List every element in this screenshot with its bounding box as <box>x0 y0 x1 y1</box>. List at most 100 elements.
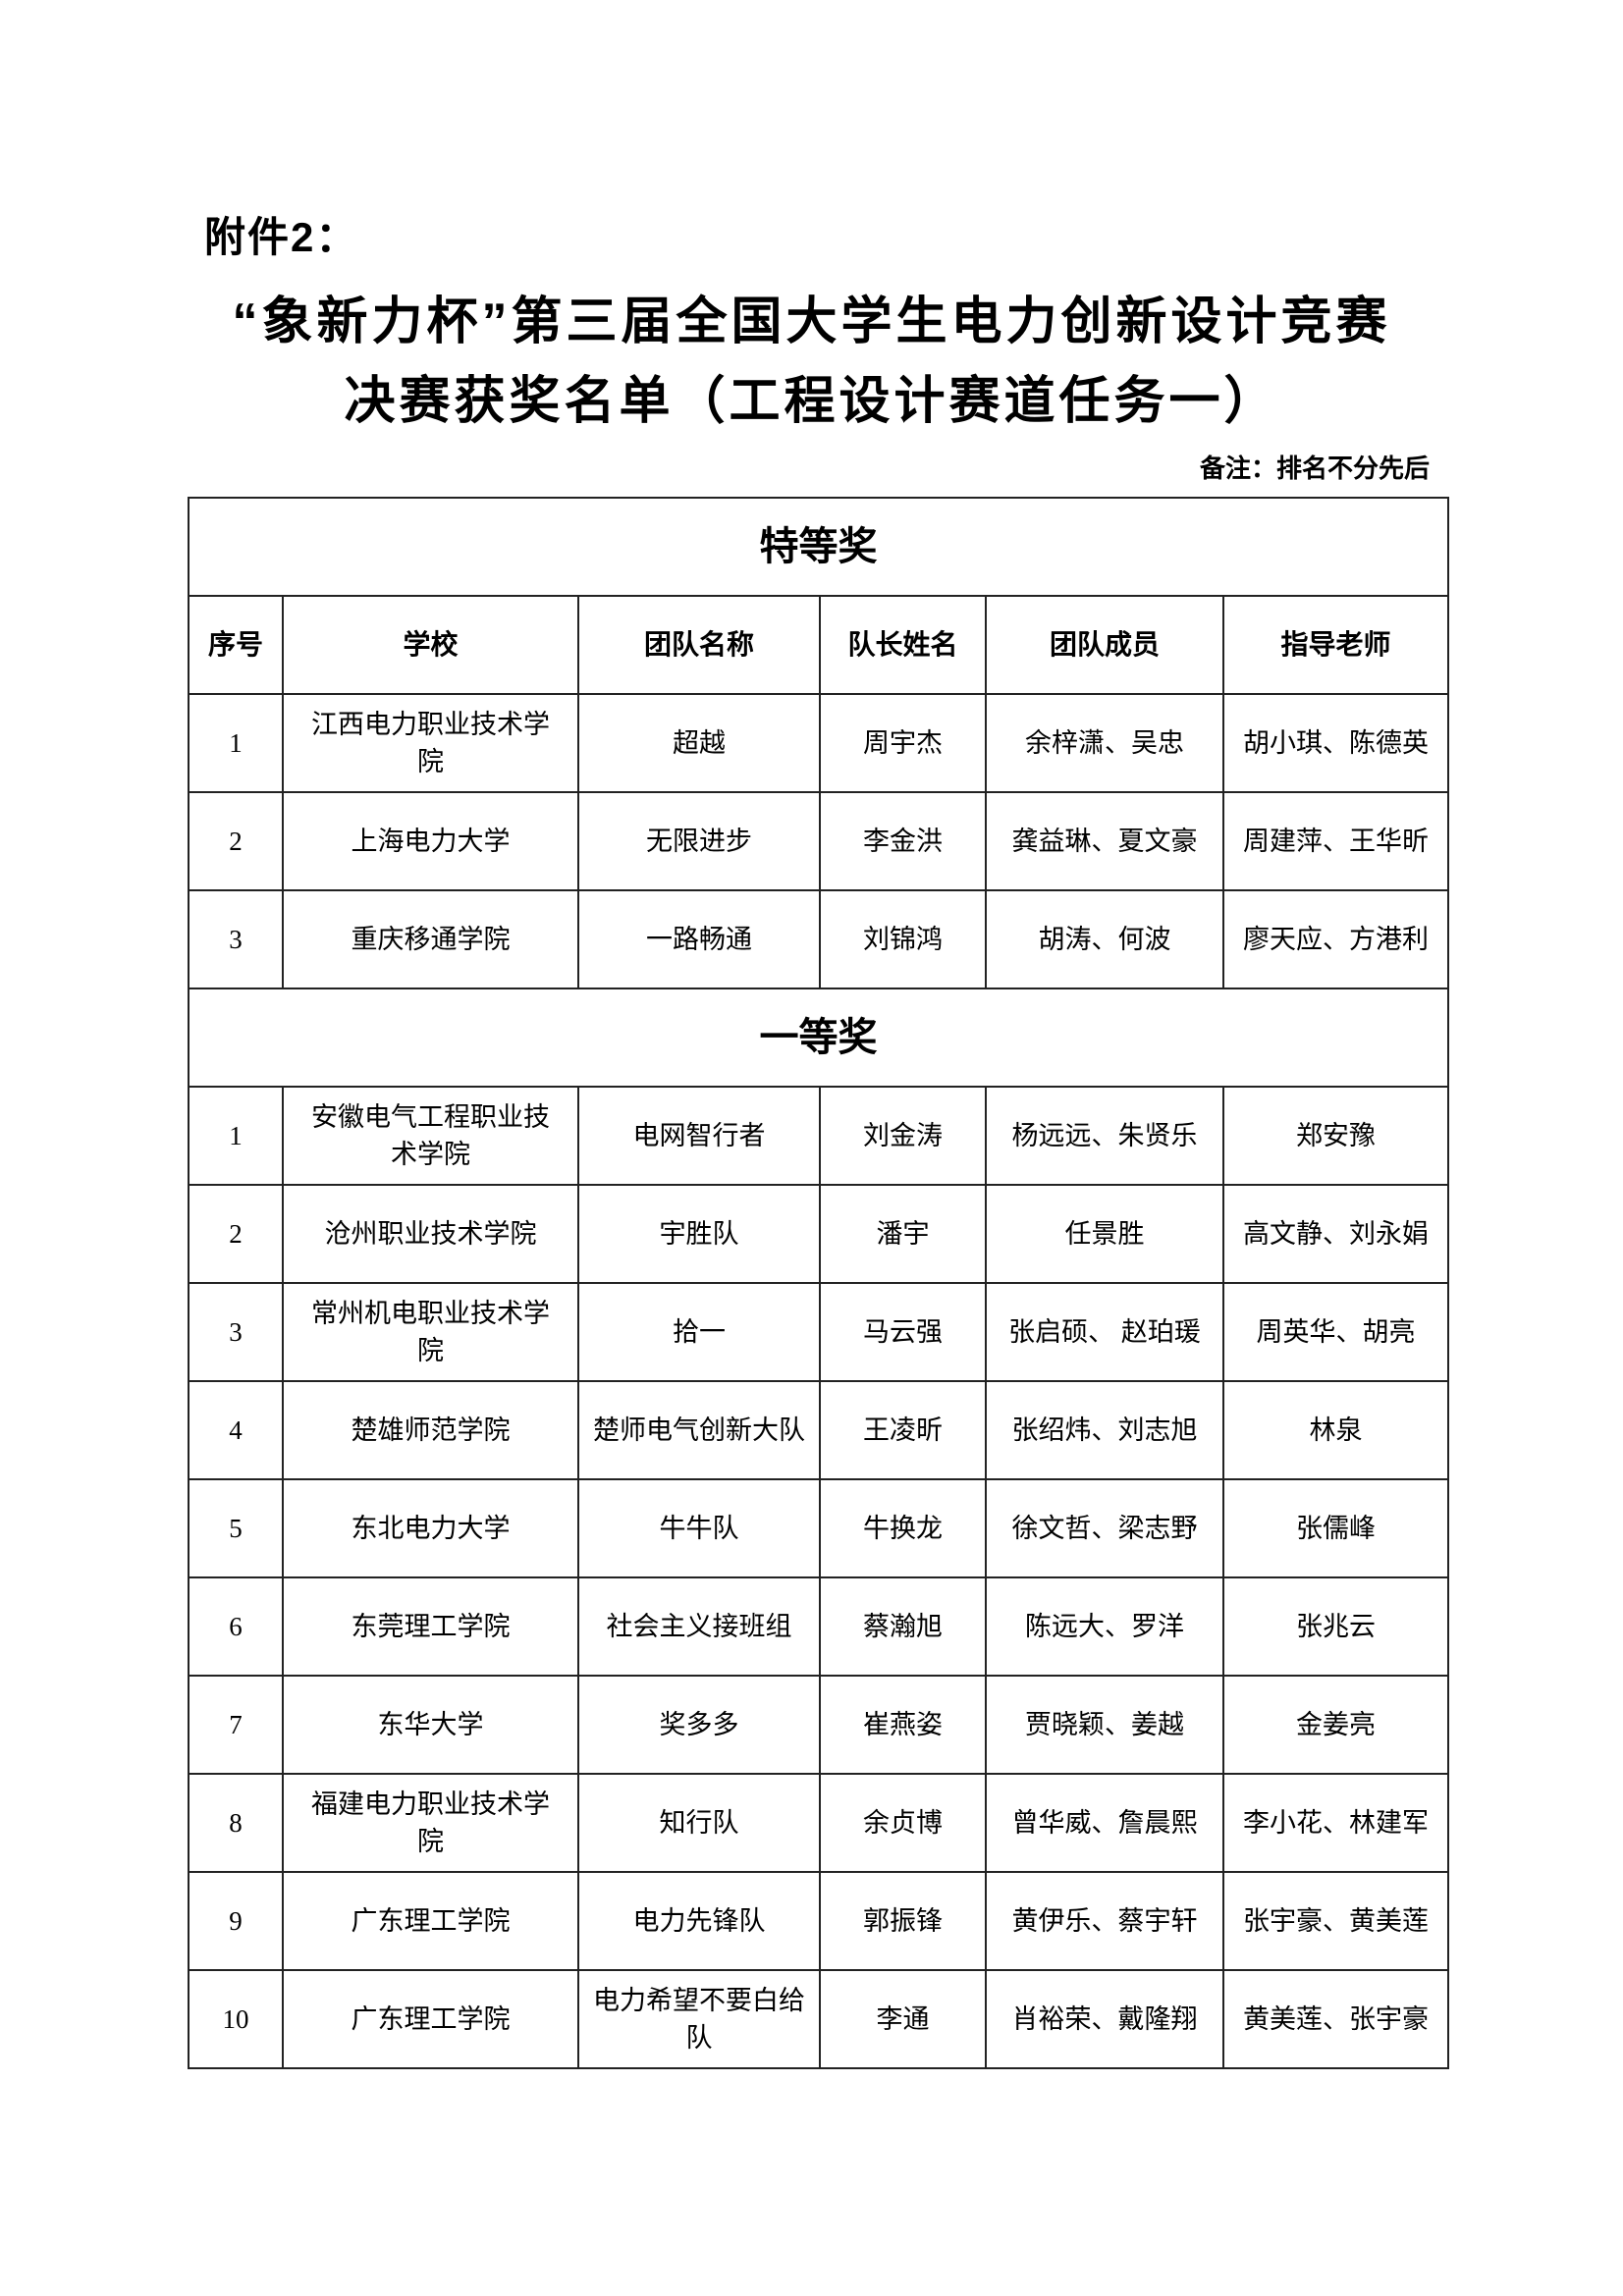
table-row: 10 广东理工学院 电力希望不要白给队 李通 肖裕荣、戴隆翔 黄美莲、张宇豪 <box>188 1969 1449 2069</box>
cell-team-members: 肖裕荣、戴隆翔 <box>985 1969 1224 2069</box>
cell-captain-name: 蔡瀚旭 <box>819 1576 987 1677</box>
cell-team-name: 无限进步 <box>577 791 821 891</box>
ranking-note: 备注：排名不分先后 <box>1199 454 1430 483</box>
table-row: 9 广东理工学院 电力先锋队 郭振锋 黄伊乐、蔡宇轩 张宇豪、黄美莲 <box>188 1871 1449 1971</box>
cell-team-members: 张启硕、 赵珀瑗 <box>985 1282 1224 1382</box>
document-title-line1: “象新力杯”第三届全国大学生电力创新设计竞赛 <box>232 294 1391 350</box>
cell-advisor: 金姜亮 <box>1222 1675 1449 1775</box>
cell-captain-name: 刘金涛 <box>819 1086 987 1186</box>
column-header-team-members: 团队成员 <box>985 595 1224 695</box>
document-title-line2: 决赛获奖名单（工程设计赛道任务一） <box>344 373 1279 430</box>
cell-school: 上海电力大学 <box>282 791 579 891</box>
cell-team-members: 张绍炜、刘志旭 <box>985 1380 1224 1480</box>
cell-advisor: 高文静、刘永娟 <box>1222 1184 1449 1284</box>
section-header-row: 特等奖 <box>188 497 1449 597</box>
cell-row-number: 3 <box>188 889 284 989</box>
cell-row-number: 10 <box>188 1969 284 2069</box>
cell-team-name: 拾一 <box>577 1282 821 1382</box>
cell-school: 东北电力大学 <box>282 1478 579 1578</box>
cell-team-name: 知行队 <box>577 1773 821 1873</box>
cell-captain-name: 牛换龙 <box>819 1478 987 1578</box>
cell-advisor: 张兆云 <box>1222 1576 1449 1677</box>
cell-team-members: 胡涛、何波 <box>985 889 1224 989</box>
cell-advisor: 廖天应、方港利 <box>1222 889 1449 989</box>
cell-advisor: 张儒峰 <box>1222 1478 1449 1578</box>
cell-team-members: 杨远远、朱贤乐 <box>985 1086 1224 1186</box>
award-table: 特等奖 序号 学校 团队名称 队长姓名 团队成员 指导老师 1 江西电力职业技术学院 超越 周宇杰余… <box>188 497 1449 2069</box>
cell-school: 沧州职业技术学院 <box>282 1184 579 1284</box>
cell-school: 广东理工学院 <box>282 1871 579 1971</box>
cell-school: 东莞理工学院 <box>282 1576 579 1677</box>
cell-captain-name: 郭振锋 <box>819 1871 987 1971</box>
section-header-row: 一等奖 <box>188 988 1449 1088</box>
cell-school: 常州机电职业技术学院 <box>282 1282 579 1382</box>
cell-row-number: 3 <box>188 1282 284 1382</box>
cell-school: 安徽电气工程职业技术学院 <box>282 1086 579 1186</box>
cell-row-number: 8 <box>188 1773 284 1873</box>
cell-team-name: 社会主义接班组 <box>577 1576 821 1677</box>
cell-advisor: 林泉 <box>1222 1380 1449 1480</box>
table-row: 1 江西电力职业技术学院 超越 周宇杰 余梓潇、吴忠 胡小琪、陈德英 <box>188 693 1449 793</box>
cell-team-members: 曾华威、詹晨熙 <box>985 1773 1224 1873</box>
cell-advisor: 郑安豫 <box>1222 1086 1449 1186</box>
column-header-row: 序号 学校 团队名称 队长姓名 团队成员 指导老师 <box>188 595 1449 695</box>
table-row: 6 东莞理工学院 社会主义接班组 蔡瀚旭 陈远大、罗洋 张兆云 <box>188 1576 1449 1677</box>
cell-captain-name: 余贞博 <box>819 1773 987 1873</box>
cell-advisor: 李小花、林建军 <box>1222 1773 1449 1873</box>
cell-team-name: 电力先锋队 <box>577 1871 821 1971</box>
cell-row-number: 5 <box>188 1478 284 1578</box>
column-header-team-name: 团队名称 <box>577 595 821 695</box>
table-row: 3 常州机电职业技术学院 拾一 马云强 张启硕、 赵珀瑗 周英华、胡亮 <box>188 1282 1449 1382</box>
column-header-advisor: 指导老师 <box>1222 595 1449 695</box>
cell-team-name: 奖多多 <box>577 1675 821 1775</box>
cell-team-members: 黄伊乐、蔡宇轩 <box>985 1871 1224 1971</box>
cell-team-members: 余梓潇、吴忠 <box>985 693 1224 793</box>
section-title: 一等奖 <box>188 988 1449 1088</box>
cell-captain-name: 王凌昕 <box>819 1380 987 1480</box>
table-row: 7 东华大学 奖多多 崔燕姿 贾晓颖、姜越 金姜亮 <box>188 1675 1449 1775</box>
table-row: 4 楚雄师范学院 楚师电气创新大队 王凌昕 张绍炜、刘志旭 林泉 <box>188 1380 1449 1480</box>
cell-team-name: 一路畅通 <box>577 889 821 989</box>
cell-team-name: 电网智行者 <box>577 1086 821 1186</box>
cell-row-number: 2 <box>188 791 284 891</box>
cell-team-members: 陈远大、罗洋 <box>985 1576 1224 1677</box>
table-row: 2 沧州职业技术学院 宇胜队 潘宇 任景胜 高文静、刘永娟 <box>188 1184 1449 1284</box>
table-row: 8 福建电力职业技术学院 知行队 余贞博 曾华威、詹晨熙 李小花、林建军 <box>188 1773 1449 1873</box>
cell-row-number: 2 <box>188 1184 284 1284</box>
attachment-label: 附件2： <box>204 214 359 260</box>
cell-row-number: 1 <box>188 1086 284 1186</box>
column-header-row-number: 序号 <box>188 595 284 695</box>
section-title: 特等奖 <box>188 497 1449 597</box>
cell-school: 重庆移通学院 <box>282 889 579 989</box>
cell-captain-name: 崔燕姿 <box>819 1675 987 1775</box>
cell-school: 东华大学 <box>282 1675 579 1775</box>
cell-school: 江西电力职业技术学院 <box>282 693 579 793</box>
cell-team-members: 贾晓颖、姜越 <box>985 1675 1224 1775</box>
cell-advisor: 胡小琪、陈德英 <box>1222 693 1449 793</box>
cell-captain-name: 潘宇 <box>819 1184 987 1284</box>
table-row: 1 安徽电气工程职业技术学院 电网智行者 刘金涛 杨远远、朱贤乐 郑安豫 <box>188 1086 1449 1186</box>
table-row: 5 东北电力大学 牛牛队 牛换龙 徐文哲、梁志野 张儒峰 <box>188 1478 1449 1578</box>
cell-captain-name: 周宇杰 <box>819 693 987 793</box>
cell-captain-name: 马云强 <box>819 1282 987 1382</box>
cell-captain-name: 李通 <box>819 1969 987 2069</box>
cell-advisor: 周英华、胡亮 <box>1222 1282 1449 1382</box>
cell-school: 福建电力职业技术学院 <box>282 1773 579 1873</box>
cell-school: 广东理工学院 <box>282 1969 579 2069</box>
cell-team-name: 宇胜队 <box>577 1184 821 1284</box>
cell-team-name: 超越 <box>577 693 821 793</box>
column-header-school: 学校 <box>282 595 579 695</box>
cell-school: 楚雄师范学院 <box>282 1380 579 1480</box>
cell-row-number: 1 <box>188 693 284 793</box>
cell-row-number: 4 <box>188 1380 284 1480</box>
cell-team-name: 电力希望不要白给队 <box>577 1969 821 2069</box>
cell-team-members: 徐文哲、梁志野 <box>985 1478 1224 1578</box>
cell-advisor: 黄美莲、张宇豪 <box>1222 1969 1449 2069</box>
table-row: 3 重庆移通学院 一路畅通 刘锦鸿 胡涛、何波 廖天应、方港利 <box>188 889 1449 989</box>
cell-captain-name: 李金洪 <box>819 791 987 891</box>
cell-team-name: 楚师电气创新大队 <box>577 1380 821 1480</box>
cell-advisor: 周建萍、王华昕 <box>1222 791 1449 891</box>
cell-team-members: 任景胜 <box>985 1184 1224 1284</box>
column-header-captain-name: 队长姓名 <box>819 595 987 695</box>
cell-team-name: 牛牛队 <box>577 1478 821 1578</box>
